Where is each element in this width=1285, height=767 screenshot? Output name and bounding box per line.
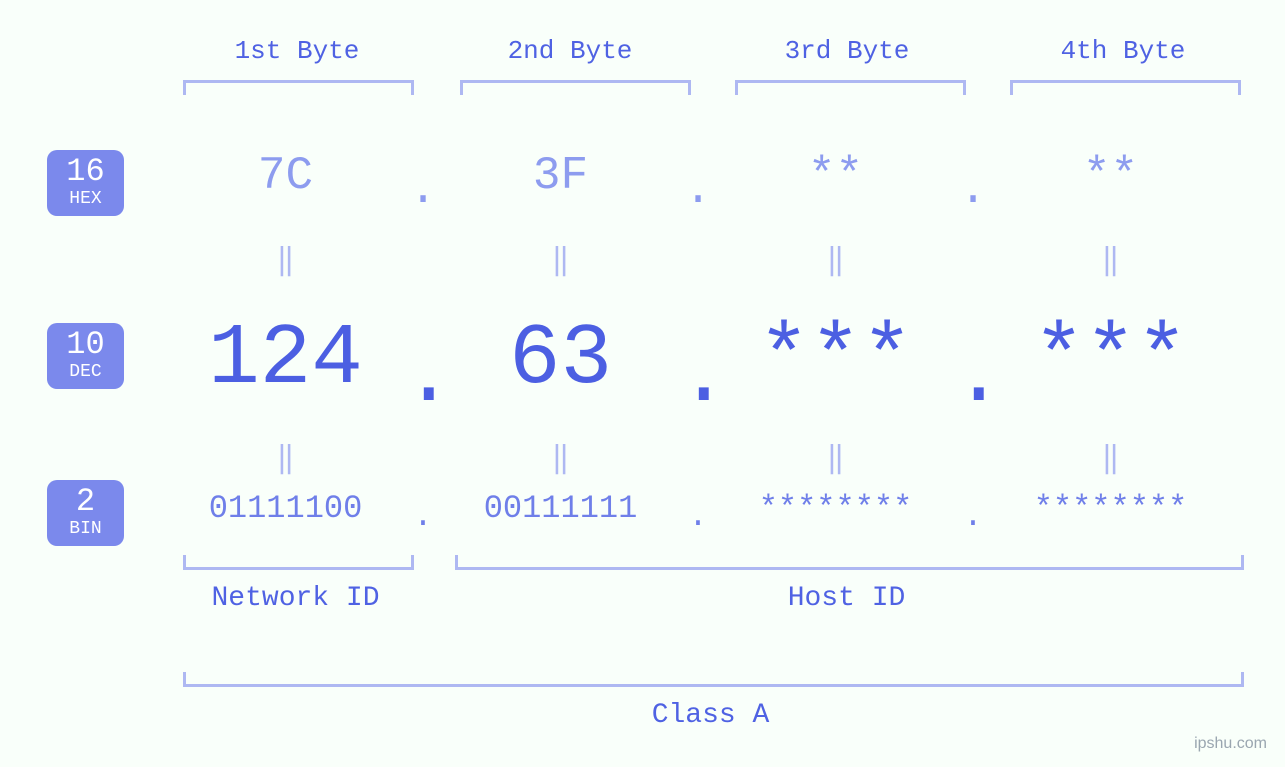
dot: . (678, 498, 718, 535)
dot: . (953, 328, 993, 426)
bracket-top-3 (735, 80, 966, 95)
byte-header-1: 1st Byte (197, 36, 397, 66)
equals-icon: ‖ (993, 242, 1228, 279)
byte-header-3: 3rd Byte (747, 36, 947, 66)
bracket-class (183, 672, 1244, 687)
badge-bin: 2 BIN (47, 480, 124, 546)
byte-header-4: 4th Byte (1023, 36, 1223, 66)
row-bin: 01111100 . 00111111 . ******** . *******… (168, 490, 1258, 527)
row-hex: 7C . 3F . ** . ** (168, 150, 1258, 202)
bracket-host-id (455, 555, 1244, 570)
dot: . (403, 328, 443, 426)
equals-icon: ‖ (993, 440, 1228, 477)
dec-byte-4: *** (993, 310, 1228, 408)
equals-icon: ‖ (718, 242, 953, 279)
equals-icon: ‖ (443, 242, 678, 279)
dot: . (953, 498, 993, 535)
bin-byte-4: ******** (993, 490, 1228, 527)
dec-byte-3: *** (718, 310, 953, 408)
equals-row-1: ‖ ‖ ‖ ‖ (168, 242, 1258, 279)
watermark: ipshu.com (1194, 735, 1267, 753)
badge-hex-num: 16 (47, 156, 124, 188)
bin-byte-1: 01111100 (168, 490, 403, 527)
badge-hex: 16 HEX (47, 150, 124, 216)
hex-byte-2: 3F (443, 150, 678, 202)
badge-bin-num: 2 (47, 486, 124, 518)
network-id-label: Network ID (183, 583, 408, 614)
badge-dec-num: 10 (47, 329, 124, 361)
badge-bin-label: BIN (47, 520, 124, 538)
dec-byte-1: 124 (168, 310, 403, 408)
hex-byte-4: ** (993, 150, 1228, 202)
equals-icon: ‖ (718, 440, 953, 477)
equals-row-2: ‖ ‖ ‖ ‖ (168, 440, 1258, 477)
class-label: Class A (183, 700, 1238, 731)
bracket-network-id (183, 555, 414, 570)
hex-byte-1: 7C (168, 150, 403, 202)
ip-diagram: { "colors": { "background": "#f9fffa", "… (0, 0, 1285, 767)
dot: . (678, 164, 718, 216)
equals-icon: ‖ (443, 440, 678, 477)
bracket-top-2 (460, 80, 691, 95)
equals-icon: ‖ (168, 242, 403, 279)
bin-byte-3: ******** (718, 490, 953, 527)
badge-hex-label: HEX (47, 190, 124, 208)
host-id-label: Host ID (455, 583, 1238, 614)
bracket-top-4 (1010, 80, 1241, 95)
bracket-top-1 (183, 80, 414, 95)
badge-dec: 10 DEC (47, 323, 124, 389)
badge-dec-label: DEC (47, 363, 124, 381)
byte-header-2: 2nd Byte (470, 36, 670, 66)
dot: . (678, 328, 718, 426)
equals-icon: ‖ (168, 440, 403, 477)
row-dec: 124 . 63 . *** . *** (168, 310, 1258, 408)
dot: . (953, 164, 993, 216)
dec-byte-2: 63 (443, 310, 678, 408)
bin-byte-2: 00111111 (443, 490, 678, 527)
dot: . (403, 498, 443, 535)
hex-byte-3: ** (718, 150, 953, 202)
dot: . (403, 164, 443, 216)
